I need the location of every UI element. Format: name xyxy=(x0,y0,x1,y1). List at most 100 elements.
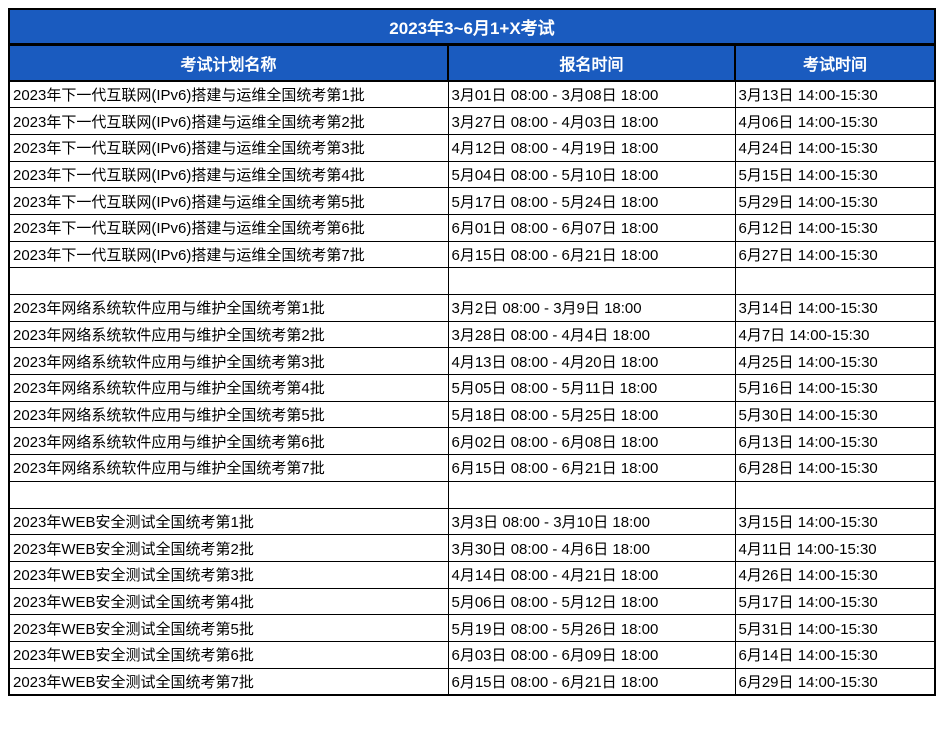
cell-registration-time xyxy=(447,480,736,509)
table-row-separator xyxy=(8,267,936,295)
cell-plan-name: 2023年网络系统软件应用与维护全国统考第1批 xyxy=(8,294,449,322)
cell-registration-time: 6月15日 08:00 - 6月21日 18:00 xyxy=(447,667,736,696)
cell-registration-time: 3月2日 08:00 - 3月9日 18:00 xyxy=(447,294,736,322)
cell-exam-time xyxy=(734,267,936,295)
cell-registration-time: 3月01日 08:00 - 3月08日 18:00 xyxy=(447,80,736,109)
table-row: 2023年WEB安全测试全国统考第4批 5月06日 08:00 - 5月12日 1… xyxy=(8,587,936,616)
cell-registration-time: 5月19日 08:00 - 5月26日 18:00 xyxy=(447,614,736,642)
cell-registration-time: 5月05日 08:00 - 5月11日 18:00 xyxy=(447,374,736,402)
cell-plan-name: 2023年网络系统软件应用与维护全国统考第5批 xyxy=(8,400,449,429)
cell-exam-time: 5月30日 14:00-15:30 xyxy=(734,400,936,429)
table-row: 2023年下一代互联网(IPv6)搭建与运维全国统考第1批 3月01日 08:00… xyxy=(8,80,936,109)
cell-plan-name: 2023年WEB安全测试全国统考第6批 xyxy=(8,640,449,669)
cell-plan-name: 2023年网络系统软件应用与维护全国统考第4批 xyxy=(8,374,449,402)
table-row: 2023年网络系统软件应用与维护全国统考第6批 6月02日 08:00 - 6月0… xyxy=(8,427,936,456)
cell-registration-time: 6月01日 08:00 - 6月07日 18:00 xyxy=(447,213,736,242)
cell-registration-time: 3月27日 08:00 - 4月03日 18:00 xyxy=(447,107,736,135)
table-row: 2023年网络系统软件应用与维护全国统考第4批 5月05日 08:00 - 5月1… xyxy=(8,374,936,402)
column-header-exam-time: 考试时间 xyxy=(734,43,936,82)
table-row: 2023年WEB安全测试全国统考第2批 3月30日 08:00 - 4月6日 18… xyxy=(8,534,936,562)
table-row: 2023年下一代互联网(IPv6)搭建与运维全国统考第3批 4月12日 08:00… xyxy=(8,133,936,162)
cell-exam-time: 5月31日 14:00-15:30 xyxy=(734,614,936,642)
cell-plan-name: 2023年WEB安全测试全国统考第7批 xyxy=(8,667,449,696)
cell-registration-time: 5月18日 08:00 - 5月25日 18:00 xyxy=(447,400,736,429)
cell-plan-name: 2023年WEB安全测试全国统考第3批 xyxy=(8,560,449,589)
table-row: 2023年网络系统软件应用与维护全国统考第2批 3月28日 08:00 - 4月4… xyxy=(8,320,936,349)
cell-plan-name: 2023年WEB安全测试全国统考第2批 xyxy=(8,534,449,562)
table-row: 2023年网络系统软件应用与维护全国统考第3批 4月13日 08:00 - 4月2… xyxy=(8,347,936,376)
cell-plan-name: 2023年网络系统软件应用与维护全国统考第6批 xyxy=(8,427,449,456)
cell-exam-time: 4月25日 14:00-15:30 xyxy=(734,347,936,376)
cell-exam-time: 6月28日 14:00-15:30 xyxy=(734,454,936,482)
cell-plan-name: 2023年WEB安全测试全国统考第4批 xyxy=(8,587,449,616)
cell-exam-time xyxy=(734,480,936,509)
exam-schedule-table: 2023年3~6月1+X考试 考试计划名称 报名时间 考试时间 2023年下一代… xyxy=(8,8,936,696)
cell-registration-time xyxy=(447,267,736,295)
cell-exam-time: 6月27日 14:00-15:30 xyxy=(734,240,936,269)
cell-registration-time: 5月06日 08:00 - 5月12日 18:00 xyxy=(447,587,736,616)
table-row: 2023年WEB安全测试全国统考第6批 6月03日 08:00 - 6月09日 1… xyxy=(8,640,936,669)
cell-exam-time: 4月24日 14:00-15:30 xyxy=(734,133,936,162)
table-row: 2023年WEB安全测试全国统考第1批 3月3日 08:00 - 3月10日 18… xyxy=(8,507,936,536)
cell-exam-time: 6月13日 14:00-15:30 xyxy=(734,427,936,456)
cell-exam-time: 4月06日 14:00-15:30 xyxy=(734,107,936,135)
cell-plan-name xyxy=(8,267,449,295)
cell-registration-time: 5月17日 08:00 - 5月24日 18:00 xyxy=(447,187,736,215)
table-title: 2023年3~6月1+X考试 xyxy=(8,8,936,46)
cell-registration-time: 4月14日 08:00 - 4月21日 18:00 xyxy=(447,560,736,589)
cell-plan-name: 2023年下一代互联网(IPv6)搭建与运维全国统考第4批 xyxy=(8,160,449,189)
column-header-registration-time: 报名时间 xyxy=(447,43,736,82)
cell-exam-time: 3月13日 14:00-15:30 xyxy=(734,80,936,109)
table-row: 2023年网络系统软件应用与维护全国统考第1批 3月2日 08:00 - 3月9日… xyxy=(8,294,936,322)
cell-exam-time: 5月15日 14:00-15:30 xyxy=(734,160,936,189)
cell-registration-time: 6月15日 08:00 - 6月21日 18:00 xyxy=(447,454,736,482)
table-row: 2023年下一代互联网(IPv6)搭建与运维全国统考第7批 6月15日 08:00… xyxy=(8,240,936,269)
cell-registration-time: 3月3日 08:00 - 3月10日 18:00 xyxy=(447,507,736,536)
table-row: 2023年下一代互联网(IPv6)搭建与运维全国统考第5批 5月17日 08:00… xyxy=(8,187,936,215)
cell-exam-time: 5月17日 14:00-15:30 xyxy=(734,587,936,616)
table-row: 2023年WEB安全测试全国统考第5批 5月19日 08:00 - 5月26日 1… xyxy=(8,614,936,642)
cell-plan-name: 2023年下一代互联网(IPv6)搭建与运维全国统考第7批 xyxy=(8,240,449,269)
cell-registration-time: 6月03日 08:00 - 6月09日 18:00 xyxy=(447,640,736,669)
cell-plan-name: 2023年下一代互联网(IPv6)搭建与运维全国统考第6批 xyxy=(8,213,449,242)
cell-exam-time: 6月29日 14:00-15:30 xyxy=(734,667,936,696)
cell-exam-time: 3月14日 14:00-15:30 xyxy=(734,294,936,322)
table-row: 2023年WEB安全测试全国统考第7批 6月15日 08:00 - 6月21日 1… xyxy=(8,667,936,696)
table-body: 2023年下一代互联网(IPv6)搭建与运维全国统考第1批 3月01日 08:00… xyxy=(8,80,936,696)
column-header-row: 考试计划名称 报名时间 考试时间 xyxy=(8,43,936,82)
cell-plan-name: 2023年下一代互联网(IPv6)搭建与运维全国统考第3批 xyxy=(8,133,449,162)
cell-exam-time: 4月7日 14:00-15:30 xyxy=(734,320,936,349)
table-row: 2023年网络系统软件应用与维护全国统考第5批 5月18日 08:00 - 5月2… xyxy=(8,400,936,429)
cell-exam-time: 5月16日 14:00-15:30 xyxy=(734,374,936,402)
cell-registration-time: 6月15日 08:00 - 6月21日 18:00 xyxy=(447,240,736,269)
cell-registration-time: 6月02日 08:00 - 6月08日 18:00 xyxy=(447,427,736,456)
table-title-row: 2023年3~6月1+X考试 xyxy=(8,8,936,46)
cell-plan-name: 2023年网络系统软件应用与维护全国统考第2批 xyxy=(8,320,449,349)
cell-registration-time: 4月12日 08:00 - 4月19日 18:00 xyxy=(447,133,736,162)
table-row: 2023年网络系统软件应用与维护全国统考第7批 6月15日 08:00 - 6月2… xyxy=(8,454,936,482)
table-row: 2023年下一代互联网(IPv6)搭建与运维全国统考第4批 5月04日 08:00… xyxy=(8,160,936,189)
cell-plan-name xyxy=(8,480,449,509)
cell-registration-time: 4月13日 08:00 - 4月20日 18:00 xyxy=(447,347,736,376)
table-row-separator xyxy=(8,480,936,509)
cell-exam-time: 4月26日 14:00-15:30 xyxy=(734,560,936,589)
table-row: 2023年WEB安全测试全国统考第3批 4月14日 08:00 - 4月21日 1… xyxy=(8,560,936,589)
cell-plan-name: 2023年网络系统软件应用与维护全国统考第7批 xyxy=(8,454,449,482)
table-row: 2023年下一代互联网(IPv6)搭建与运维全国统考第6批 6月01日 08:00… xyxy=(8,213,936,242)
cell-plan-name: 2023年下一代互联网(IPv6)搭建与运维全国统考第1批 xyxy=(8,80,449,109)
cell-plan-name: 2023年网络系统软件应用与维护全国统考第3批 xyxy=(8,347,449,376)
cell-plan-name: 2023年WEB安全测试全国统考第5批 xyxy=(8,614,449,642)
table-row: 2023年下一代互联网(IPv6)搭建与运维全国统考第2批 3月27日 08:00… xyxy=(8,107,936,135)
cell-plan-name: 2023年下一代互联网(IPv6)搭建与运维全国统考第2批 xyxy=(8,107,449,135)
cell-exam-time: 4月11日 14:00-15:30 xyxy=(734,534,936,562)
column-header-plan-name: 考试计划名称 xyxy=(8,43,449,82)
cell-registration-time: 5月04日 08:00 - 5月10日 18:00 xyxy=(447,160,736,189)
cell-registration-time: 3月30日 08:00 - 4月6日 18:00 xyxy=(447,534,736,562)
cell-exam-time: 6月14日 14:00-15:30 xyxy=(734,640,936,669)
cell-plan-name: 2023年WEB安全测试全国统考第1批 xyxy=(8,507,449,536)
cell-registration-time: 3月28日 08:00 - 4月4日 18:00 xyxy=(447,320,736,349)
cell-exam-time: 5月29日 14:00-15:30 xyxy=(734,187,936,215)
cell-exam-time: 6月12日 14:00-15:30 xyxy=(734,213,936,242)
cell-exam-time: 3月15日 14:00-15:30 xyxy=(734,507,936,536)
